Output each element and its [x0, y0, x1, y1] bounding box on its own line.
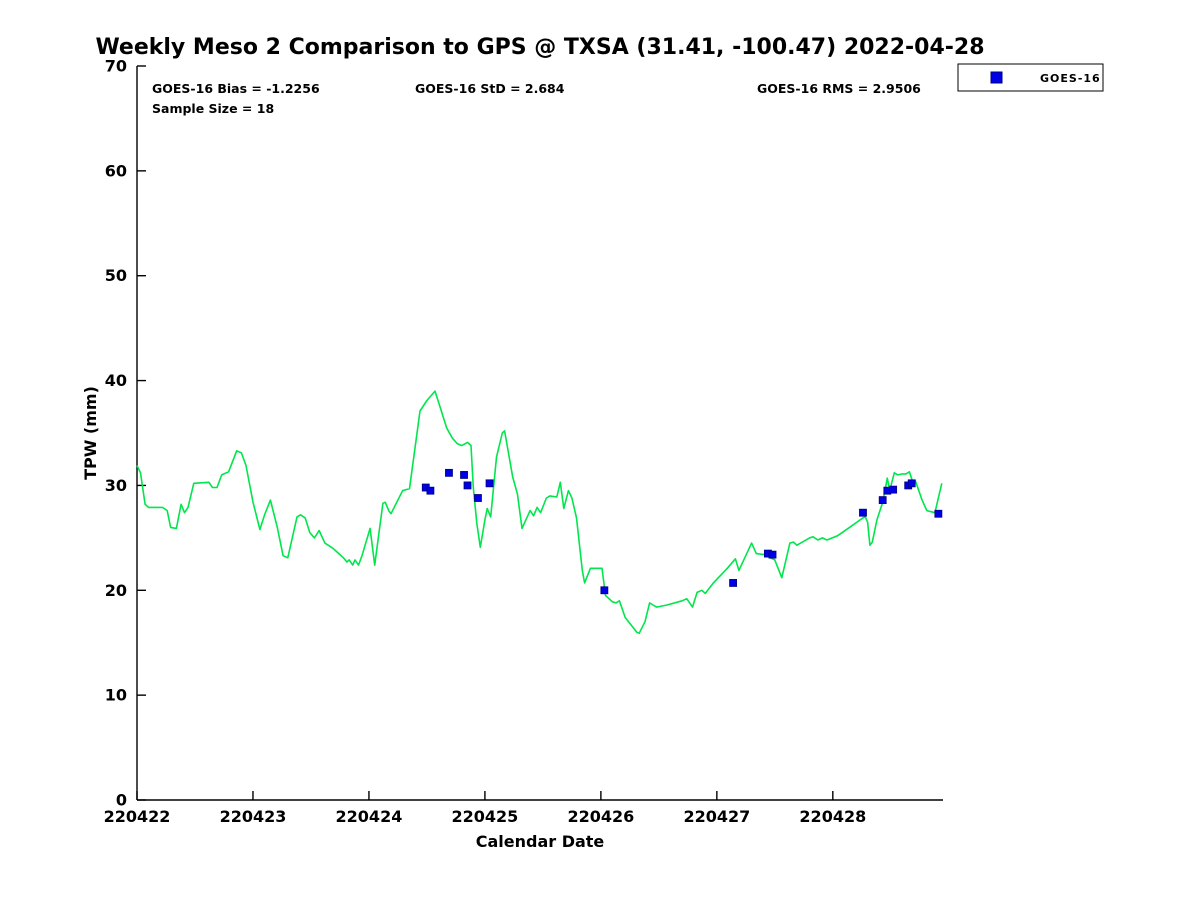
goes16-data-marker	[859, 508, 867, 517]
x-tick-label: 220425	[452, 807, 519, 826]
legend: GOES-16	[957, 63, 1104, 92]
goes16-marker-series	[421, 468, 943, 595]
x-tick-label: 220428	[799, 807, 866, 826]
x-axis-label: Calendar Date	[476, 832, 605, 851]
goes16-data-marker	[426, 486, 435, 495]
goes16-data-marker	[729, 579, 737, 587]
legend-goes16-marker-icon	[990, 71, 1003, 84]
goes16-data-marker	[600, 586, 609, 595]
stat-sample-size: Sample Size = 18	[152, 101, 274, 116]
legend-box	[957, 63, 1104, 92]
x-tick-label: 220422	[104, 807, 171, 826]
goes16-data-marker	[485, 479, 494, 488]
y-tick-label: 20	[105, 581, 127, 600]
goes16-data-marker	[460, 471, 468, 479]
x-tick-label: 220423	[220, 807, 287, 826]
y-axis: 0 10 20 30 40 50 60 70 TPW (mm)	[81, 57, 146, 810]
stat-bias: GOES-16 Bias = -1.2256	[152, 81, 320, 96]
y-tick-label: 60	[105, 161, 127, 180]
y-tick-label: 40	[105, 371, 127, 390]
gps-tpw-line	[136, 390, 943, 635]
x-tick-label: 220424	[336, 807, 403, 826]
goes16-data-marker	[768, 550, 777, 559]
y-tick-label: 10	[105, 686, 127, 705]
goes16-data-marker	[445, 468, 453, 477]
stat-rms: GOES-16 RMS = 2.9506	[757, 81, 921, 96]
x-axis-ticks: 220422 220423 220424 220425 220426 220427 2204…	[104, 791, 866, 826]
goes16-data-marker	[907, 479, 916, 488]
y-axis-label: TPW (mm)	[81, 386, 100, 480]
y-axis-ticks: 0 10 20 30 40 50 60 70	[105, 57, 146, 810]
y-tick-label: 70	[105, 57, 127, 76]
x-axis: 220422 220423 220424 220425 220426 220427 2204…	[104, 791, 943, 851]
y-tick-label: 30	[105, 476, 127, 495]
goes16-data-marker	[474, 494, 482, 502]
goes16-data-marker	[463, 481, 472, 490]
x-tick-label: 220427	[683, 807, 750, 826]
x-tick-label: 220426	[567, 807, 634, 826]
stat-std: GOES-16 StD = 2.684	[415, 81, 565, 96]
goes16-data-marker	[889, 485, 898, 494]
legend-goes16-label: GOES-16	[1040, 72, 1101, 85]
chart-title: Weekly Meso 2 Comparison to GPS @ TXSA (…	[95, 35, 984, 60]
gps-line-series	[136, 390, 943, 635]
goes16-data-marker	[934, 509, 943, 518]
y-tick-label: 50	[105, 266, 127, 285]
goes16-data-marker	[878, 496, 887, 505]
y-tick-label: 0	[116, 791, 127, 810]
